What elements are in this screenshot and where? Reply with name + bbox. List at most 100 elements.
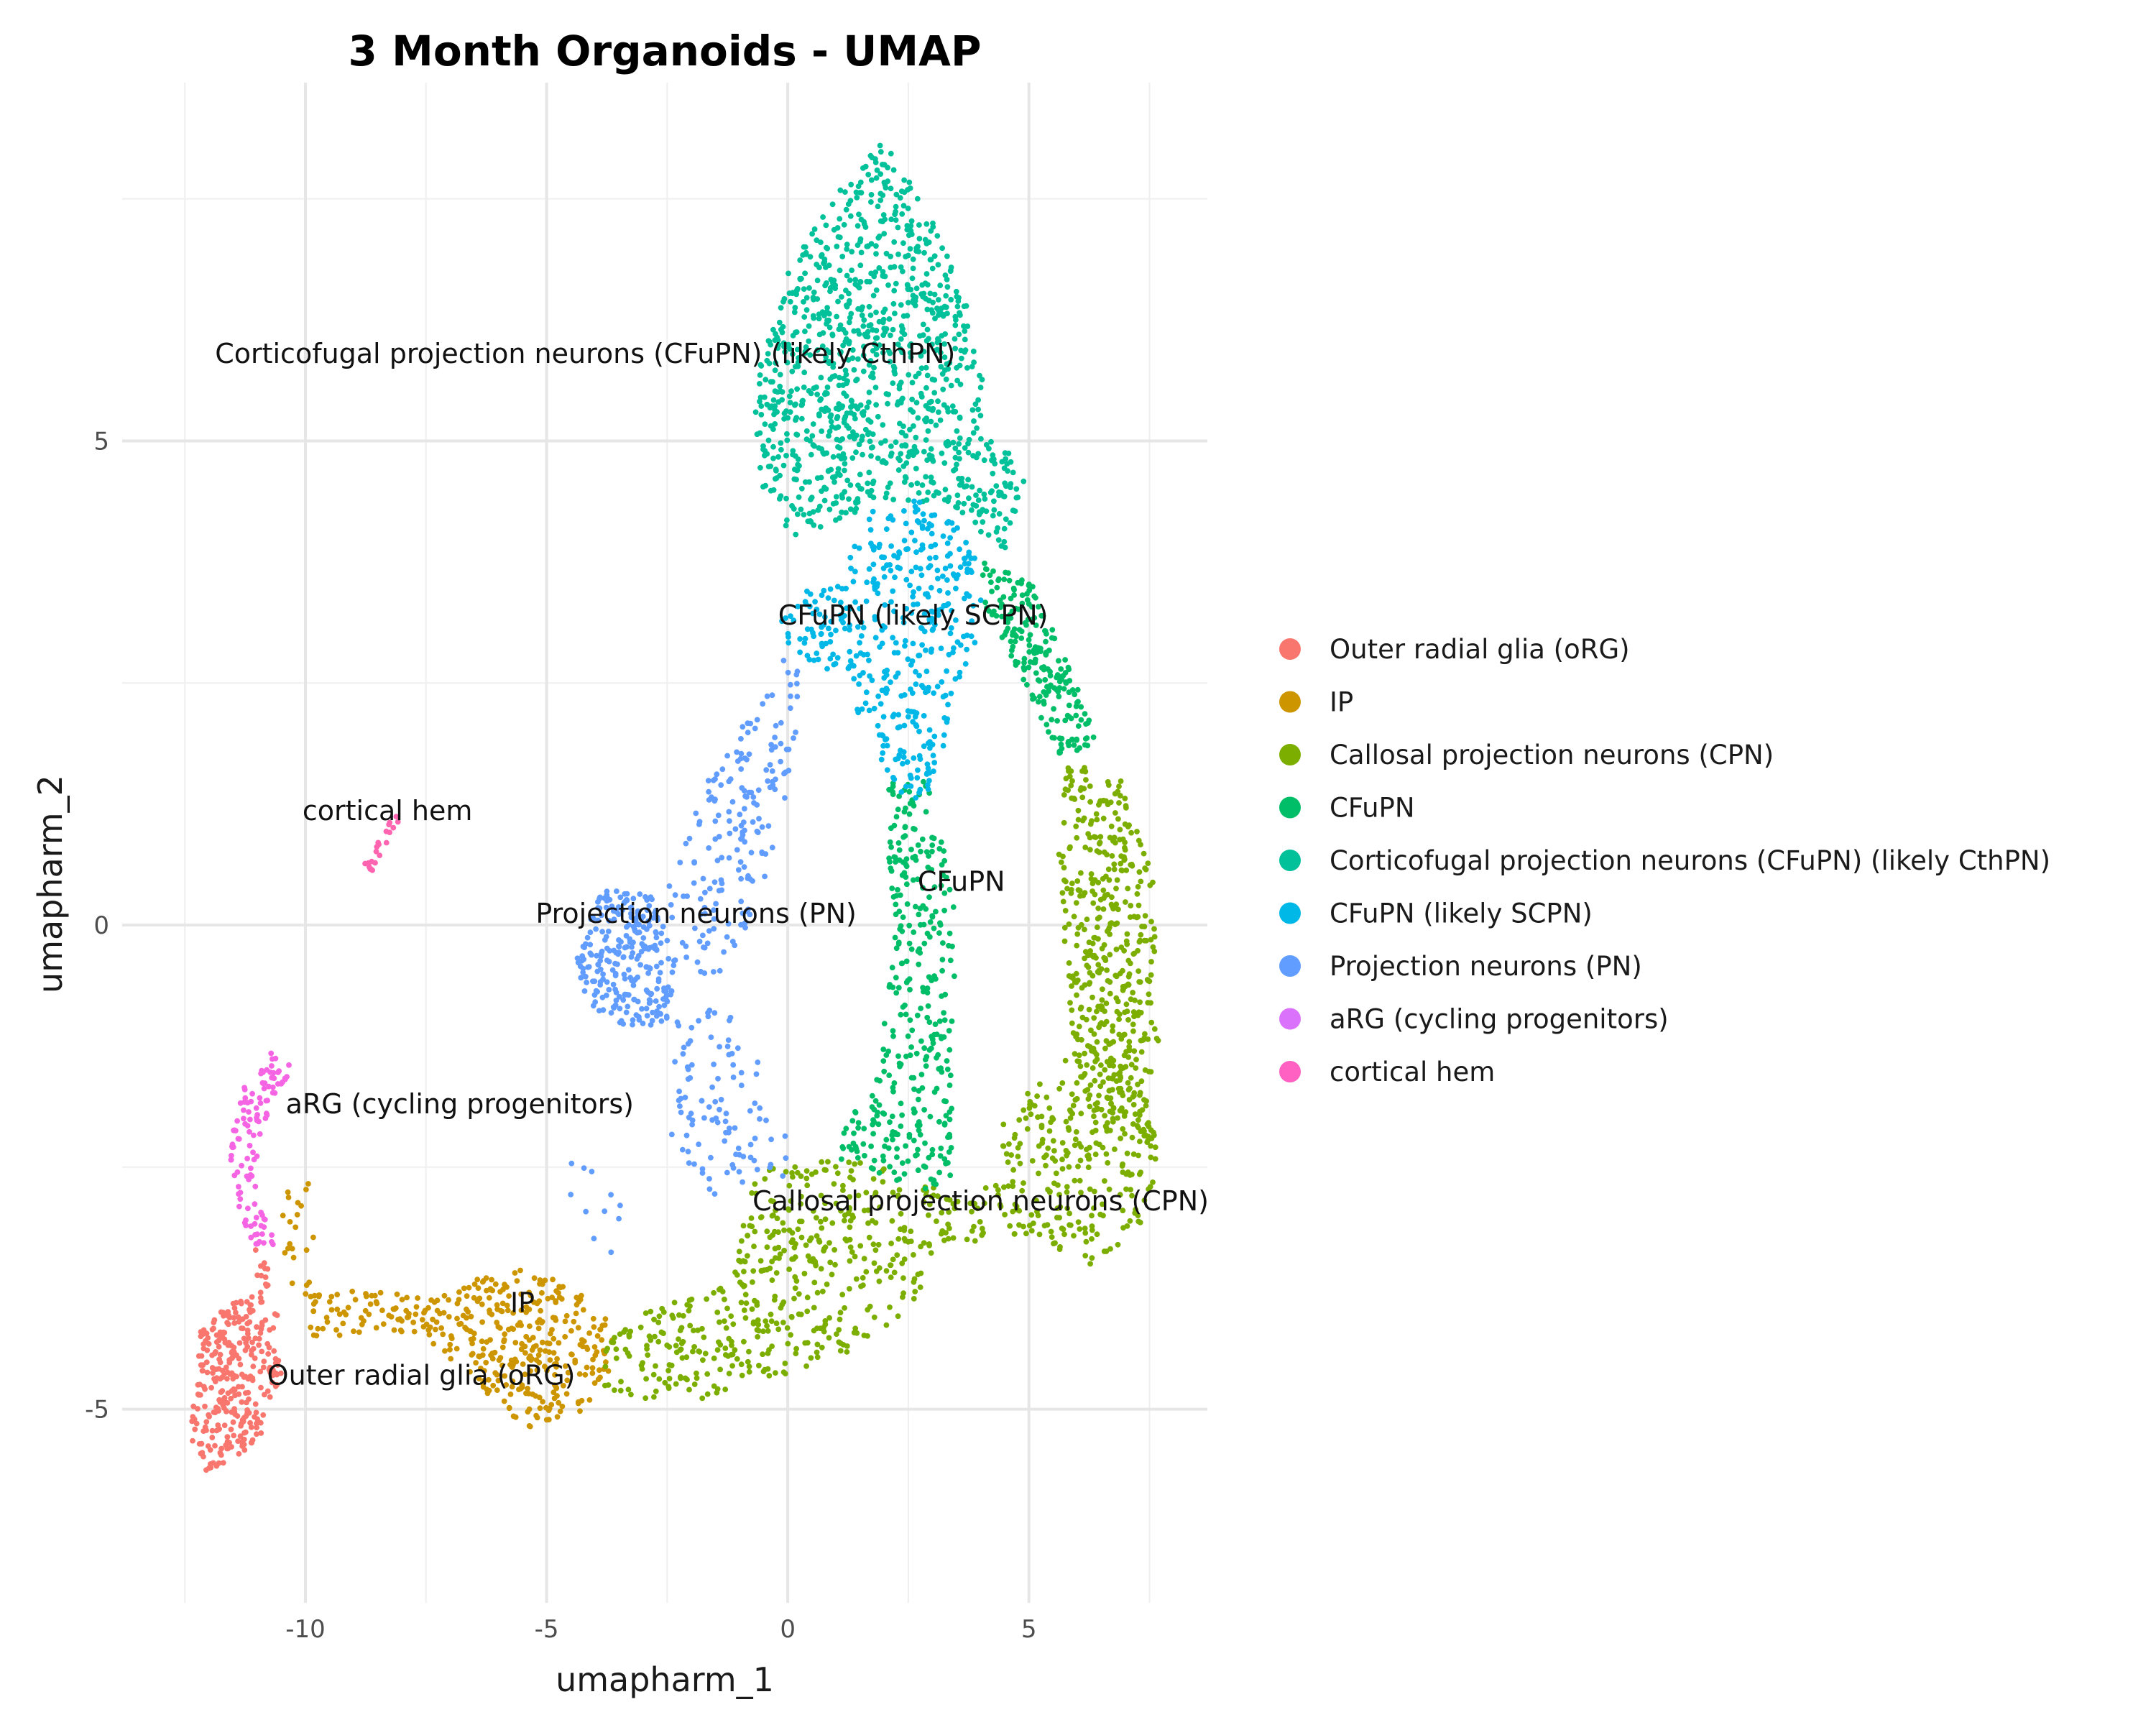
- data-point: [872, 269, 879, 275]
- data-point: [883, 1136, 890, 1143]
- data-point: [484, 1287, 489, 1294]
- data-point: [837, 267, 843, 274]
- data-point: [878, 440, 884, 446]
- data-point: [819, 1344, 825, 1351]
- data-point: [926, 564, 932, 571]
- data-point: [553, 1288, 559, 1294]
- data-point: [1144, 977, 1151, 983]
- data-point: [1089, 818, 1095, 824]
- data-point: [593, 988, 599, 994]
- data-point: [1076, 1024, 1082, 1030]
- data-point: [746, 1368, 752, 1375]
- data-point: [653, 930, 659, 937]
- data-point: [811, 1305, 817, 1311]
- data-point: [221, 1330, 228, 1335]
- data-point: [1115, 816, 1121, 822]
- data-point: [1113, 901, 1120, 908]
- data-point: [818, 1266, 824, 1272]
- data-point: [1138, 1078, 1145, 1085]
- data-point: [949, 403, 956, 409]
- data-point: [877, 1204, 883, 1210]
- data-point: [303, 1247, 310, 1254]
- data-point: [724, 934, 730, 940]
- data-point: [203, 1359, 210, 1366]
- data-point: [754, 802, 760, 808]
- data-point: [492, 1281, 499, 1287]
- data-point: [901, 189, 908, 196]
- data-point: [1090, 954, 1097, 960]
- data-point: [913, 903, 918, 910]
- data-point: [1136, 869, 1143, 875]
- data-point: [657, 970, 663, 976]
- data-point: [651, 1394, 657, 1400]
- data-point: [1058, 859, 1064, 865]
- data-point: [636, 1017, 642, 1023]
- data-point: [285, 1246, 291, 1251]
- data-point: [736, 1169, 742, 1175]
- data-point: [923, 497, 930, 503]
- data-point: [662, 1379, 668, 1386]
- data-point: [916, 500, 923, 505]
- data-point: [839, 494, 845, 501]
- data-point: [913, 434, 919, 441]
- data-point: [693, 810, 699, 816]
- data-point: [940, 386, 946, 392]
- data-point: [1062, 786, 1069, 793]
- data-point: [1088, 871, 1095, 877]
- data-point: [755, 1328, 762, 1334]
- data-point: [926, 853, 931, 859]
- data-point: [838, 1208, 844, 1214]
- data-point: [742, 1292, 749, 1298]
- data-point: [923, 437, 929, 443]
- data-point: [909, 1027, 916, 1034]
- data-point: [192, 1426, 198, 1432]
- data-point: [782, 1371, 788, 1376]
- data-point: [637, 962, 643, 968]
- data-point: [902, 833, 908, 839]
- data-point: [931, 1031, 937, 1038]
- data-point: [929, 914, 936, 920]
- data-point: [1058, 741, 1064, 748]
- data-point: [604, 957, 610, 963]
- data-point: [473, 1360, 479, 1366]
- data-point: [949, 1105, 954, 1112]
- data-point: [575, 1325, 581, 1331]
- data-point: [714, 1347, 721, 1353]
- data-point: [923, 221, 930, 227]
- data-point: [231, 1432, 237, 1439]
- data-point: [653, 1388, 659, 1394]
- data-point: [340, 1320, 346, 1327]
- data-point: [522, 1350, 528, 1356]
- data-point: [220, 1310, 226, 1316]
- data-point: [936, 1118, 942, 1125]
- data-point: [1074, 686, 1081, 693]
- data-point: [803, 1168, 810, 1174]
- data-point: [497, 1325, 503, 1331]
- data-point: [1135, 1081, 1141, 1087]
- data-point: [884, 767, 890, 773]
- data-point: [1130, 1102, 1137, 1108]
- data-point: [732, 826, 739, 832]
- data-point: [729, 1351, 736, 1358]
- data-point: [877, 149, 884, 155]
- data-point: [1082, 890, 1088, 896]
- data-point: [979, 1225, 985, 1232]
- data-point: [209, 1435, 216, 1440]
- data-point: [963, 540, 969, 546]
- data-point: [931, 1192, 936, 1199]
- data-point: [793, 291, 799, 298]
- data-point: [1105, 782, 1112, 788]
- data-point: [847, 1286, 852, 1292]
- data-point: [1058, 736, 1064, 742]
- data-point: [1007, 520, 1013, 526]
- data-point: [853, 449, 859, 456]
- data-point: [907, 350, 913, 356]
- data-point: [1120, 1208, 1126, 1214]
- data-point: [888, 216, 895, 223]
- data-point: [961, 323, 967, 329]
- data-point: [200, 1368, 206, 1374]
- data-point: [623, 933, 630, 939]
- data-point: [240, 1325, 246, 1332]
- data-point: [916, 520, 922, 525]
- data-point: [982, 1185, 989, 1191]
